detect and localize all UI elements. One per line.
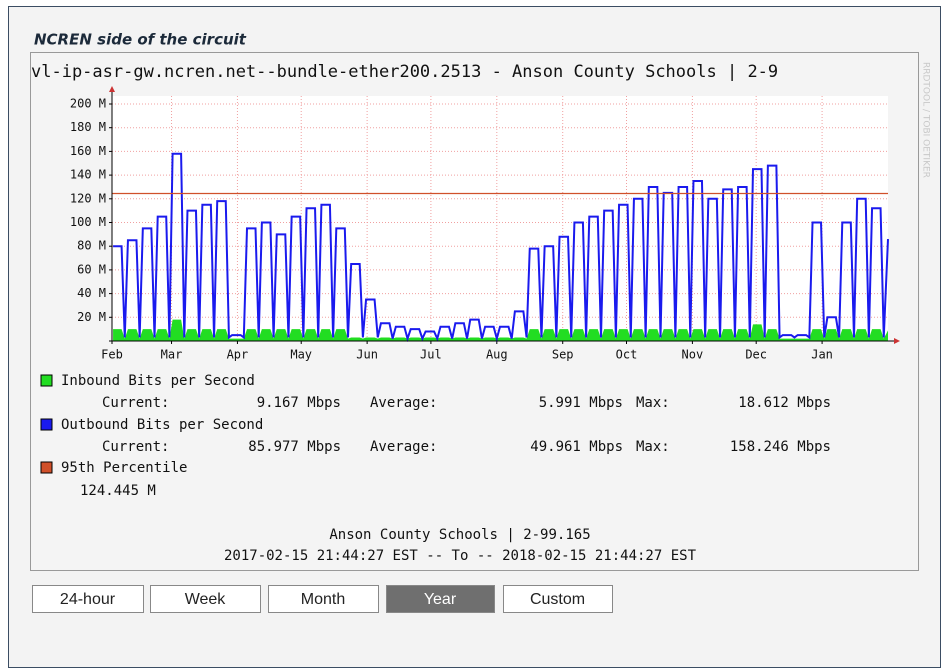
button-face	[150, 585, 261, 613]
button[interactable]: Month	[268, 585, 379, 613]
x-tick-label: Jun	[356, 348, 378, 362]
y-tick-label: 40 M	[77, 286, 106, 300]
button-face	[268, 585, 379, 613]
page: NCREN side of the circuit vl-ip-asr-gw.n…	[8, 6, 941, 668]
button-face	[32, 585, 144, 613]
stat-value: 49.961 Mbps	[530, 439, 623, 455]
stat-value: 9.167 Mbps	[257, 395, 341, 411]
axis-arrow	[894, 338, 900, 344]
graph-footer: 2017-02-15 21:44:27 EST -- To -- 2018-02…	[224, 548, 697, 564]
stat-value: 85.977 Mbps	[248, 439, 341, 455]
line	[113, 152, 889, 343]
button[interactable]: Year	[386, 585, 495, 613]
x-tick-label: Dec	[745, 348, 767, 362]
button-label: Year	[424, 591, 457, 608]
screen: NCREN side of the circuit vl-ip-asr-gw.n…	[30, 31, 931, 613]
x-tick-label: Jan	[811, 348, 833, 362]
legend-label: Inbound Bits per Second	[61, 373, 255, 389]
x-tick-label: Feb	[101, 348, 123, 362]
y-tick-label: 20 M	[77, 310, 106, 324]
x-tick-label: May	[290, 348, 312, 362]
watermark: RRDTOOL / TOBI OETIKER	[921, 62, 931, 178]
stat-label: Current:	[102, 439, 169, 455]
legend-swatch	[40, 374, 53, 387]
x-tick-label: Mar	[161, 348, 183, 362]
stat-value: 158.246 Mbps	[730, 439, 831, 455]
x-tick-label: Sep	[552, 348, 574, 362]
stat-value: 18.612 Mbps	[738, 395, 831, 411]
y-tick-label: 100 M	[70, 215, 106, 229]
button-label: Month	[301, 591, 345, 608]
y-tick-label: 160 M	[70, 144, 106, 158]
x-tick-label: Jul	[420, 348, 442, 362]
graph-title: vl-ip-asr-gw.ncren.net--bundle-ether200.…	[31, 62, 778, 82]
stat-label: Max:	[636, 439, 670, 455]
y-tick-label: 180 M	[70, 120, 106, 134]
stat-label: Average:	[370, 439, 437, 455]
area	[113, 319, 889, 341]
y-tick-label: 120 M	[70, 191, 106, 205]
legend-label: Outbound Bits per Second	[61, 417, 263, 433]
plot-area	[112, 96, 888, 341]
x-tick-label: Nov	[682, 348, 704, 362]
y-tick-label: 60 M	[77, 262, 106, 276]
button[interactable]: 24-hour	[32, 585, 144, 613]
axis-arrow	[109, 86, 115, 92]
button-face	[503, 585, 613, 613]
button-label: Week	[185, 591, 227, 608]
panel-title: NCREN side of the circuit	[34, 31, 247, 49]
percentile-value: 124.445 M	[80, 483, 156, 499]
legend-swatch	[40, 461, 53, 474]
x-tick-label: Aug	[486, 348, 508, 362]
y-tick-label: 140 M	[70, 168, 106, 182]
legend-swatch	[40, 418, 53, 431]
stat-label: Max:	[636, 395, 670, 411]
y-tick-label: 80 M	[77, 239, 106, 253]
button[interactable]: Week	[150, 585, 261, 613]
graph-footer: Anson County Schools | 2-99.165	[329, 527, 590, 543]
button-label: Custom	[530, 591, 585, 608]
stat-label: Average:	[370, 395, 437, 411]
button-face	[386, 585, 495, 613]
x-tick-label: Oct	[616, 348, 638, 362]
button[interactable]: Custom	[503, 585, 613, 613]
stat-label: Current:	[102, 395, 169, 411]
y-tick-label: 200 M	[70, 97, 106, 111]
button-label: 24-hour	[60, 591, 116, 608]
legend-label: 95th Percentile	[61, 460, 187, 476]
x-tick-label: Apr	[227, 348, 249, 362]
stat-value: 5.991 Mbps	[539, 395, 623, 411]
